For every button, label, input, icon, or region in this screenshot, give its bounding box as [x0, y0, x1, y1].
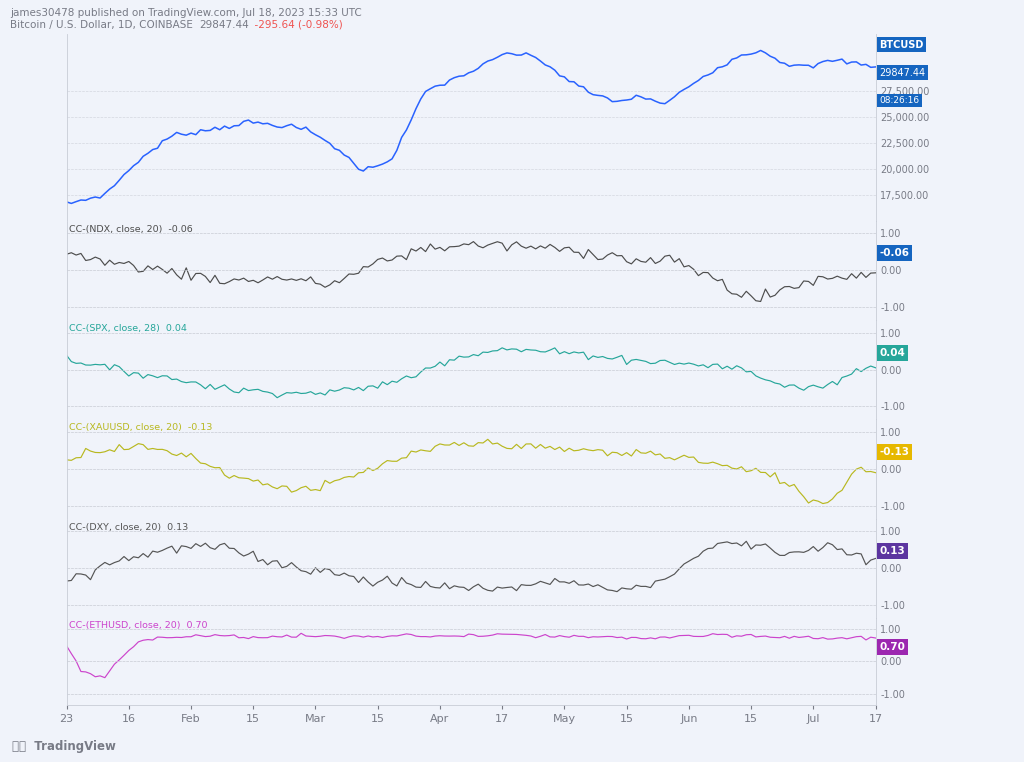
- Text: BTCUSD: BTCUSD: [880, 40, 924, 50]
- Text: Bitcoin / U.S. Dollar, 1D, COINBASE: Bitcoin / U.S. Dollar, 1D, COINBASE: [10, 20, 200, 30]
- Text: 29847.44: 29847.44: [200, 20, 250, 30]
- Text: -0.13: -0.13: [880, 447, 909, 457]
- Text: CC-(XAUUSD, close, 20)  -0.13: CC-(XAUUSD, close, 20) -0.13: [69, 423, 212, 432]
- Text: -295.64 (-0.98%): -295.64 (-0.98%): [248, 20, 343, 30]
- Text: 𝕿𝖁  TradingView: 𝕿𝖁 TradingView: [12, 740, 116, 753]
- Text: 0.04: 0.04: [880, 347, 905, 357]
- Text: CC-(DXY, close, 20)  0.13: CC-(DXY, close, 20) 0.13: [69, 523, 188, 532]
- Text: 0.13: 0.13: [880, 546, 905, 556]
- Text: james30478 published on TradingView.com, Jul 18, 2023 15:33 UTC: james30478 published on TradingView.com,…: [10, 8, 362, 18]
- Text: 08:26:16: 08:26:16: [880, 96, 920, 104]
- Text: -0.06: -0.06: [880, 248, 909, 258]
- Text: CC-(NDX, close, 20)  -0.06: CC-(NDX, close, 20) -0.06: [69, 225, 193, 233]
- Text: CC-(ETHUSD, close, 20)  0.70: CC-(ETHUSD, close, 20) 0.70: [69, 621, 208, 630]
- Text: 29847.44: 29847.44: [880, 68, 926, 78]
- Text: 0.70: 0.70: [880, 642, 905, 652]
- Text: CC-(SPX, close, 28)  0.04: CC-(SPX, close, 28) 0.04: [69, 324, 186, 333]
